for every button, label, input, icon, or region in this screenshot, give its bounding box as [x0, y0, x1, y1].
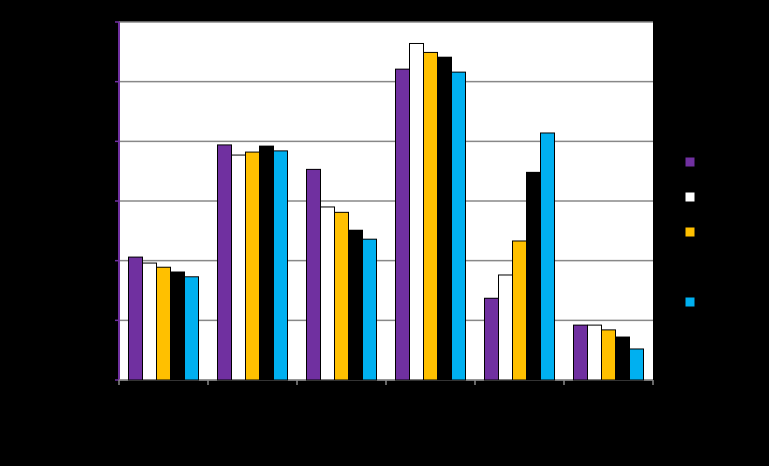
bar [437, 56, 452, 381]
bar [306, 168, 321, 381]
bar [334, 211, 349, 381]
bar [526, 171, 541, 381]
bar [362, 238, 377, 381]
bar [231, 154, 246, 381]
legend-swatch [684, 156, 696, 168]
bar [142, 262, 157, 381]
bar [156, 266, 171, 381]
legend-swatch [684, 226, 696, 238]
bar [601, 329, 616, 381]
bar [348, 229, 363, 381]
y-tick-label: 4 [102, 134, 109, 148]
bar [629, 348, 644, 381]
bar [512, 240, 527, 381]
bar [573, 324, 588, 381]
bar [587, 324, 602, 381]
bar [423, 51, 438, 381]
y-tick-label: 0 [102, 372, 109, 386]
bar [184, 276, 199, 381]
bar [170, 271, 185, 381]
bar [245, 151, 260, 381]
bar [273, 150, 288, 381]
bar [540, 132, 555, 381]
bar [395, 68, 410, 381]
legend-swatch [684, 261, 696, 273]
y-tick-label: 6 [102, 14, 109, 28]
bar [217, 144, 232, 381]
y-tick-label: 2 [102, 253, 109, 267]
bar [615, 336, 630, 381]
bar [451, 71, 466, 381]
y-tick-label: 5 [102, 74, 109, 88]
bar [259, 145, 274, 381]
y-tick-label: 1 [102, 313, 109, 327]
y-tick-label: 3 [102, 193, 109, 207]
bar [320, 206, 335, 381]
bar [484, 297, 499, 381]
bar [498, 274, 513, 381]
legend-swatch [684, 296, 696, 308]
bar [409, 42, 424, 381]
bar [128, 256, 143, 381]
legend-swatch [684, 191, 696, 203]
